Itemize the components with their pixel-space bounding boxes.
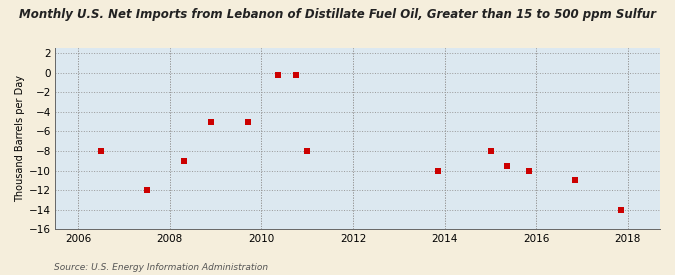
Point: [501, 163, 512, 168]
Text: Source: U.S. Energy Information Administration: Source: U.S. Energy Information Administ…: [54, 263, 268, 272]
Point: [433, 168, 443, 173]
Point: [570, 178, 580, 183]
Text: Monthly U.S. Net Imports from Lebanon of Distillate Fuel Oil, Greater than 15 to: Monthly U.S. Net Imports from Lebanon of…: [19, 8, 656, 21]
Point: [485, 149, 496, 153]
Point: [616, 208, 626, 212]
Point: [96, 149, 107, 153]
Point: [524, 168, 535, 173]
Point: [178, 158, 189, 163]
Point: [142, 188, 153, 192]
Point: [290, 73, 301, 78]
Point: [242, 119, 253, 124]
Point: [206, 119, 217, 124]
Point: [272, 73, 283, 78]
Y-axis label: Thousand Barrels per Day: Thousand Barrels per Day: [15, 75, 25, 202]
Point: [302, 149, 313, 153]
